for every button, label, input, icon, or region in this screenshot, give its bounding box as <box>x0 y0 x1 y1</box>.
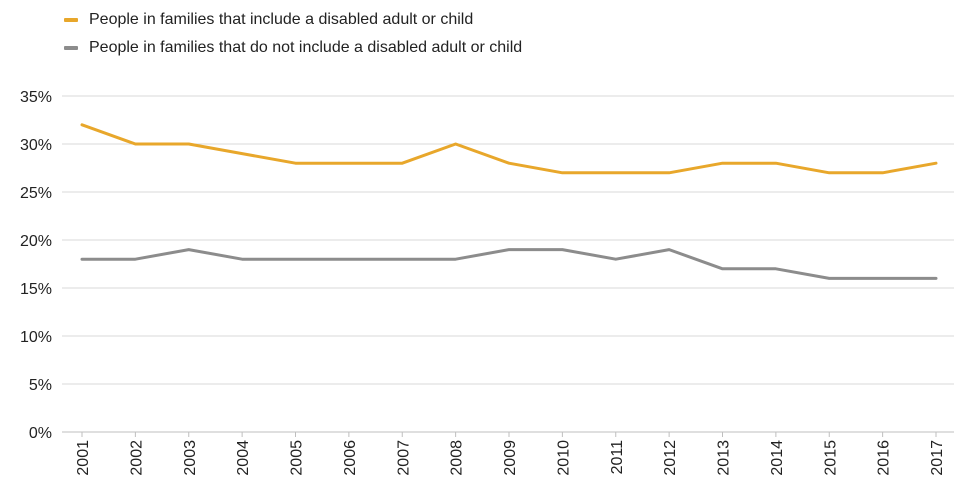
x-tick-label-2014: 2014 <box>769 440 786 476</box>
y-tick-label-10: 10% <box>20 329 52 346</box>
y-tick-label-0: 0% <box>29 425 52 442</box>
x-tick-label-2006: 2006 <box>342 440 359 476</box>
y-tick-label-35: 35% <box>20 89 52 106</box>
y-tick-label-5: 5% <box>29 377 52 394</box>
legend-swatch-disabled-families <box>64 18 78 22</box>
y-tick-label-20: 20% <box>20 233 52 250</box>
y-tick-label-15: 15% <box>20 281 52 298</box>
x-tick-label-2002: 2002 <box>128 440 145 476</box>
legend-item-non-disabled-families: People in families that do not include a… <box>64 34 522 62</box>
series-line-non-disabled-families <box>80 248 938 280</box>
x-tick-label-2010: 2010 <box>555 440 572 476</box>
x-tick-label-2013: 2013 <box>716 440 733 476</box>
x-tick-label-2017: 2017 <box>929 440 946 476</box>
legend-label-non-disabled-families: People in families that do not include a… <box>89 39 523 56</box>
x-tick-label-2004: 2004 <box>235 440 252 476</box>
x-tick-label-2011: 2011 <box>609 440 626 475</box>
legend-item-disabled-families: People in families that include a disabl… <box>64 6 522 34</box>
legend: People in families that include a disabl… <box>64 6 522 62</box>
x-tick-label-2015: 2015 <box>822 440 839 476</box>
series-line-disabled-families <box>80 123 938 175</box>
legend-label-disabled-families: People in families that include a disabl… <box>89 11 474 28</box>
legend-swatch-non-disabled-families <box>64 46 78 50</box>
x-tick-label-2012: 2012 <box>662 440 679 476</box>
x-tick-label-2007: 2007 <box>395 440 412 476</box>
x-tick-label-2005: 2005 <box>289 440 306 476</box>
y-tick-label-30: 30% <box>20 137 52 154</box>
x-tick-label-2008: 2008 <box>449 440 466 476</box>
x-tick-label-2009: 2009 <box>502 440 519 476</box>
x-tick-label-2001: 2001 <box>75 440 92 476</box>
y-tick-label-25: 25% <box>20 185 52 202</box>
x-tick-label-2003: 2003 <box>182 440 199 476</box>
x-tick-label-2016: 2016 <box>876 440 893 476</box>
